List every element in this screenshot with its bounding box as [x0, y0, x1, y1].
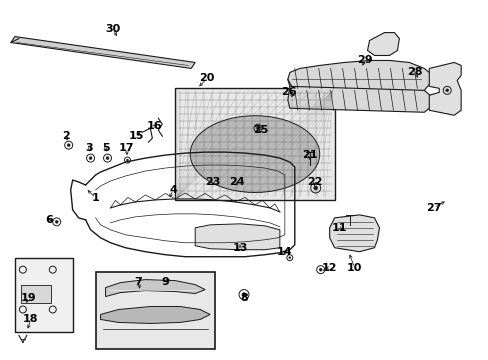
Text: 2: 2 — [61, 131, 69, 141]
Circle shape — [172, 278, 176, 282]
Bar — [15, 258, 73, 332]
Text: 3: 3 — [85, 143, 93, 153]
Text: 16: 16 — [146, 121, 162, 131]
Text: 23: 23 — [205, 177, 221, 187]
Circle shape — [445, 89, 448, 92]
Ellipse shape — [190, 116, 319, 193]
Polygon shape — [105, 280, 205, 297]
Text: 15: 15 — [128, 131, 144, 141]
Text: 12: 12 — [321, 263, 337, 273]
Bar — [175, 88, 334, 200]
Text: 10: 10 — [346, 263, 362, 273]
Text: 26: 26 — [281, 87, 296, 97]
Circle shape — [126, 159, 128, 161]
Text: 6: 6 — [45, 215, 53, 225]
Text: 9: 9 — [161, 276, 169, 287]
Text: 1: 1 — [92, 193, 99, 203]
Polygon shape — [287, 86, 430, 112]
Text: 20: 20 — [199, 73, 214, 84]
Bar — [95, 272, 215, 349]
Text: 14: 14 — [277, 247, 292, 257]
Text: 5: 5 — [102, 143, 109, 153]
Text: 28: 28 — [407, 67, 422, 77]
Text: 17: 17 — [119, 143, 134, 153]
Text: 22: 22 — [306, 177, 322, 187]
Text: 21: 21 — [302, 150, 317, 160]
Text: 8: 8 — [240, 293, 247, 302]
Text: 11: 11 — [331, 223, 346, 233]
Text: 30: 30 — [104, 24, 120, 33]
Polygon shape — [329, 215, 379, 252]
Text: 18: 18 — [23, 314, 39, 324]
Circle shape — [55, 220, 58, 223]
Text: 4: 4 — [169, 185, 177, 195]
Polygon shape — [367, 32, 399, 55]
Circle shape — [67, 144, 70, 147]
Text: 27: 27 — [426, 203, 441, 213]
Circle shape — [319, 268, 322, 271]
Circle shape — [358, 70, 363, 75]
Text: 25: 25 — [253, 125, 268, 135]
Bar — [21, 285, 51, 302]
Circle shape — [256, 127, 259, 130]
Circle shape — [242, 293, 245, 297]
Polygon shape — [11, 37, 195, 68]
Polygon shape — [195, 224, 279, 250]
Polygon shape — [428, 62, 460, 115]
Circle shape — [106, 157, 109, 159]
Circle shape — [89, 157, 92, 159]
Text: 29: 29 — [356, 55, 371, 66]
Text: 19: 19 — [21, 293, 37, 302]
Circle shape — [288, 257, 290, 259]
Polygon shape — [287, 60, 430, 95]
Text: 7: 7 — [134, 276, 142, 287]
Circle shape — [313, 186, 317, 190]
Polygon shape — [101, 306, 210, 323]
Circle shape — [300, 94, 303, 97]
Text: 13: 13 — [232, 243, 247, 253]
Text: 24: 24 — [229, 177, 244, 187]
